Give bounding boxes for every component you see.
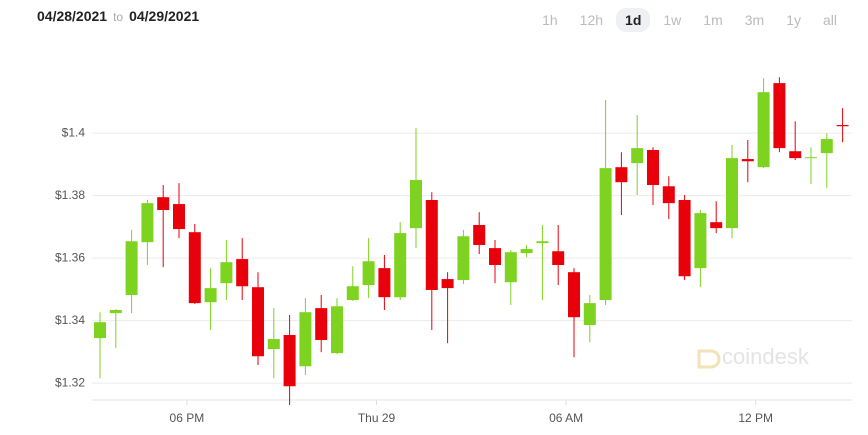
- candle-body: [125, 241, 138, 295]
- x-tick-label: 12 PM: [738, 411, 773, 425]
- y-tick-label: $1.38: [55, 188, 85, 202]
- candle-body: [757, 92, 770, 168]
- candle-body: [678, 200, 691, 277]
- range-button[interactable]: 1w: [663, 12, 682, 28]
- candle-body: [283, 335, 296, 387]
- date-to: 04/29/2021: [129, 8, 200, 24]
- candle-body: [410, 180, 422, 229]
- candle-body: [362, 261, 375, 285]
- candle-body: [220, 262, 233, 284]
- candle-body: [726, 158, 738, 229]
- candle-body: [615, 167, 628, 183]
- range-button[interactable]: 1y: [786, 12, 801, 28]
- range-button[interactable]: 3m: [744, 12, 765, 28]
- candle-body: [473, 225, 486, 245]
- candle-body: [599, 168, 612, 300]
- range-button[interactable]: 1h: [542, 12, 558, 28]
- candle-body: [331, 306, 343, 354]
- candle-body: [583, 303, 596, 325]
- candle-body: [441, 279, 454, 289]
- candle-body: [204, 288, 217, 303]
- watermark: coindesk: [722, 344, 810, 369]
- range-button[interactable]: all: [822, 12, 837, 28]
- date-range: 04/28/2021 to 04/29/2021: [37, 8, 199, 24]
- candle-body: [173, 204, 185, 230]
- y-tick-label: $1.36: [55, 250, 85, 264]
- candle-body: [299, 312, 312, 367]
- watermark-icon: [697, 349, 721, 369]
- date-sep: to: [113, 10, 124, 24]
- candle-body: [378, 268, 391, 298]
- candle-body: [457, 236, 470, 280]
- date-from: 04/28/2021: [37, 8, 108, 24]
- candle-body: [394, 233, 407, 298]
- candle-body: [820, 139, 833, 154]
- x-tick-label: Thu 29: [358, 411, 396, 425]
- range-button[interactable]: 1m: [703, 12, 723, 28]
- candle-body: [789, 151, 802, 159]
- candle-body: [552, 251, 565, 265]
- candle-body: [252, 287, 264, 357]
- candle-body: [536, 241, 549, 244]
- candle-body: [141, 203, 154, 243]
- candle-body: [805, 157, 817, 159]
- candle-body: [504, 252, 517, 283]
- y-tick-label: $1.32: [55, 375, 85, 389]
- candle-body: [694, 213, 707, 269]
- candle-body: [489, 248, 501, 265]
- candle-body: [425, 200, 438, 290]
- candle-body: [836, 125, 849, 127]
- candle-body: [631, 148, 644, 164]
- candle-body: [236, 259, 249, 287]
- candle-body: [773, 83, 786, 149]
- candle-body: [662, 186, 675, 204]
- candle-body: [741, 159, 754, 162]
- candle-body: [109, 310, 122, 314]
- candle-body: [94, 322, 106, 339]
- y-tick-label: $1.34: [55, 313, 85, 327]
- candle-body: [568, 272, 580, 318]
- x-tick-label: 06 PM: [170, 411, 205, 425]
- candle-body: [267, 339, 280, 350]
- candle-body: [157, 197, 170, 210]
- range-button[interactable]: 1d: [616, 8, 651, 32]
- candle-body: [710, 222, 723, 229]
- candle-body: [315, 308, 328, 340]
- x-tick-label: 06 AM: [549, 411, 583, 425]
- candle-body: [188, 232, 201, 304]
- candle-body: [520, 249, 533, 254]
- candle-body: [647, 150, 659, 185]
- range-button[interactable]: 12h: [579, 12, 604, 28]
- range-buttons: 1h 12h 1d 1w 1m 3m 1y all: [533, 8, 846, 32]
- y-tick-label: $1.4: [62, 125, 86, 139]
- candle-body: [346, 286, 359, 300]
